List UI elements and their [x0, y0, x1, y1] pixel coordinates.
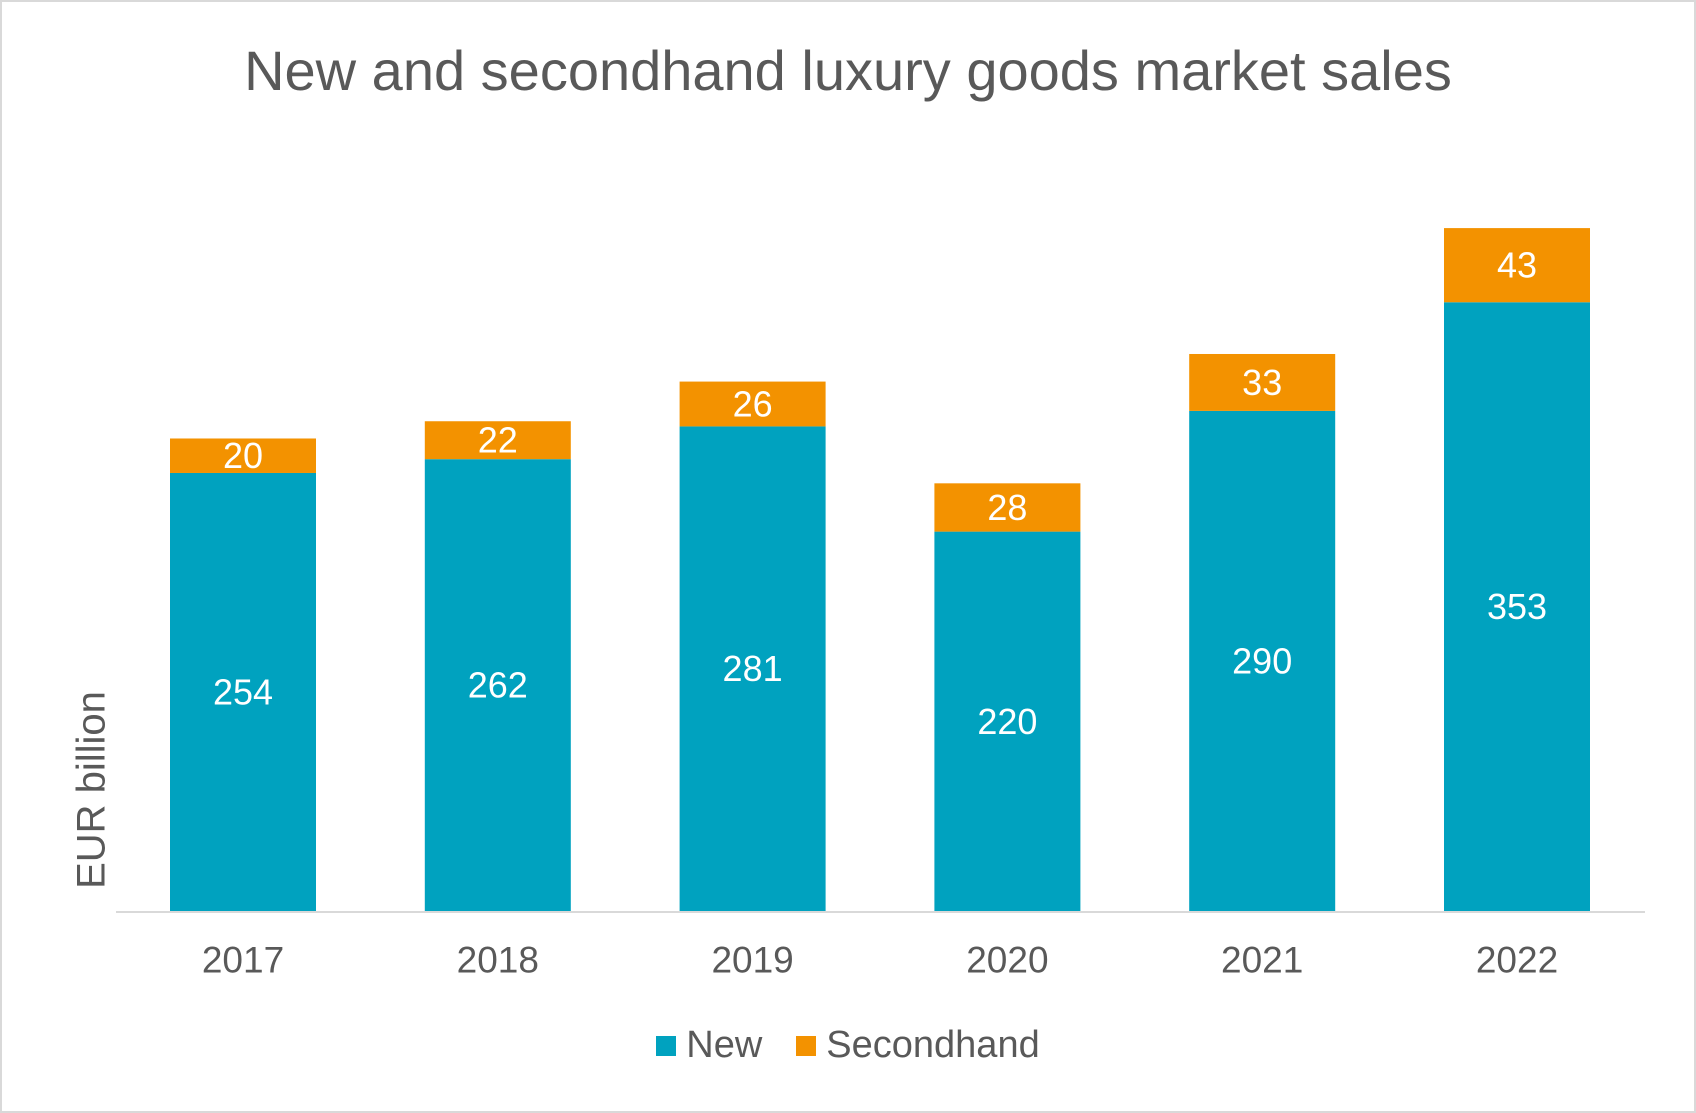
bar-new-2021: [1189, 410, 1336, 911]
data-label-new-2017: 254: [213, 671, 273, 712]
legend-label-secondhand: Secondhand: [826, 1024, 1040, 1066]
x-tick-label-2018: 2018: [457, 940, 539, 981]
x-tick-label-2022: 2022: [1476, 940, 1558, 981]
x-tick-label-2017: 2017: [202, 940, 284, 981]
data-label-secondhand-2018: 22: [478, 420, 518, 461]
data-label-secondhand-2020: 28: [987, 487, 1027, 528]
legend-item-new: New: [656, 1024, 762, 1067]
chart-title: New and secondhand luxury goods market s…: [244, 39, 1452, 102]
bar-new-2017: [170, 472, 316, 911]
data-label-new-2021: 290: [1232, 640, 1292, 681]
data-label-secondhand-2022: 43: [1497, 245, 1537, 286]
data-label-new-2020: 220: [977, 701, 1037, 742]
data-label-secondhand-2019: 26: [733, 383, 773, 424]
legend: New Secondhand: [0, 1024, 1696, 1067]
bar-secondhand-2022: [1444, 228, 1590, 303]
bar-new-2020: [934, 531, 1081, 911]
bar-secondhand-2020: [934, 483, 1081, 532]
bar-new-2022: [1444, 302, 1590, 912]
data-label-secondhand-2017: 20: [223, 435, 263, 476]
bar-secondhand-2017: [170, 438, 316, 473]
legend-swatch-new: [656, 1035, 677, 1056]
x-tick-labels: 2017 2018 2019 2020 2021 2022: [202, 940, 1558, 981]
data-label-new-2019: 281: [723, 648, 783, 689]
bar-secondhand-2018: [424, 421, 571, 460]
bar-secondhand-2021: [1189, 353, 1336, 411]
data-label-new-2018: 262: [468, 665, 528, 706]
bar-new-2018: [424, 459, 571, 911]
legend-item-secondhand: Secondhand: [796, 1024, 1040, 1067]
legend-label-new: New: [686, 1024, 763, 1066]
bar-new-2019: [679, 426, 826, 911]
bars-group: 254 20 262 22 281 26 220 28 290 33 353 43: [170, 228, 1590, 912]
data-label-new-2022: 353: [1487, 586, 1547, 627]
legend-swatch-secondhand: [796, 1035, 817, 1056]
data-label-secondhand-2021: 33: [1242, 362, 1282, 403]
bar-secondhand-2019: [679, 381, 826, 427]
x-tick-label-2019: 2019: [711, 940, 793, 981]
x-tick-label-2020: 2020: [966, 940, 1048, 981]
x-tick-label-2021: 2021: [1221, 940, 1303, 981]
